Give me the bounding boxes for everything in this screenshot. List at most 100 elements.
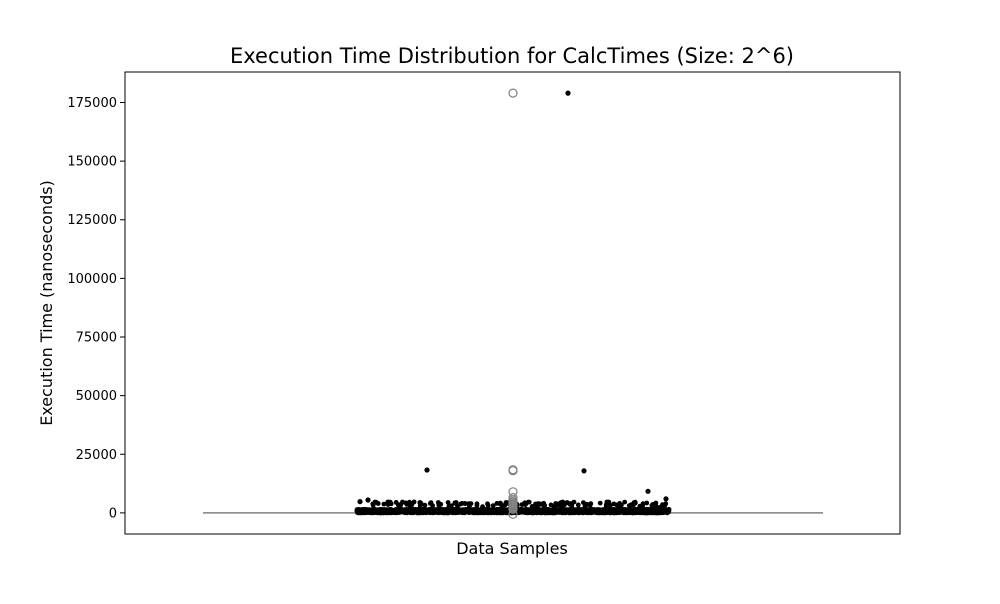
strip-point-outlier — [466, 501, 472, 506]
strip-point — [433, 510, 438, 515]
strip-point-outlier — [653, 500, 659, 506]
strip-point-outlier — [445, 500, 451, 505]
strip-point-outlier — [436, 501, 442, 507]
strip-point-outlier — [628, 502, 634, 508]
strip-point-outlier — [575, 502, 581, 508]
strip-point-outlier — [588, 501, 594, 506]
strip-point — [648, 509, 654, 515]
strip-point-outlier — [490, 503, 496, 508]
strip-point-outlier — [604, 502, 609, 507]
strip-point-outlier — [446, 504, 452, 509]
strip-point-outlier — [411, 499, 417, 505]
strip-point-outlier — [622, 499, 628, 505]
strip-point — [395, 508, 400, 514]
strip-point — [429, 507, 434, 513]
strip-point — [356, 510, 362, 515]
strip-point-outlier — [474, 503, 480, 508]
strip-point — [609, 507, 614, 513]
strip-point — [373, 509, 379, 514]
strip-point-outlier — [458, 501, 463, 507]
chart-title: Execution Time Distribution for CalcTime… — [230, 44, 794, 68]
box-outlier-marker — [508, 466, 518, 476]
y-tick-label: 50000 — [76, 389, 117, 404]
strip-point — [605, 509, 610, 515]
y-tick-label: 75000 — [76, 331, 117, 346]
box-outlier-marker — [508, 88, 518, 98]
strip-point — [542, 508, 548, 514]
strip-point-outlier — [385, 502, 391, 507]
strip-point-outlier — [581, 468, 587, 474]
strip-point — [586, 508, 592, 513]
strip-point — [619, 507, 625, 513]
strip-point-outlier — [645, 488, 651, 494]
strip-point-outlier — [663, 496, 669, 502]
strip-point — [629, 508, 635, 514]
strip-point — [616, 509, 622, 515]
strip-point-outlier — [597, 500, 603, 506]
strip-point — [503, 508, 509, 514]
strip-point — [442, 507, 448, 513]
strip-point-outlier — [571, 499, 577, 505]
strip-point-outlier — [529, 504, 535, 509]
strip-point — [493, 509, 499, 515]
strip-point — [382, 507, 388, 513]
strip-point — [407, 509, 413, 515]
strip-point-outlier — [480, 504, 485, 510]
y-axis-label: Execution Time (nanoseconds) — [37, 180, 56, 426]
y-tick-label: 150000 — [67, 155, 117, 170]
box-outlier-marker — [508, 504, 518, 514]
strip-points-cluster — [354, 507, 672, 516]
plot-area — [203, 88, 823, 519]
strip-point-outlier — [534, 504, 540, 510]
strip-point — [456, 509, 462, 514]
y-axis: 0 25000 50000 75000 100000 125000 150000 175000 — [67, 96, 125, 521]
strip-point — [460, 508, 466, 514]
strip-point — [445, 510, 451, 516]
box-outliers — [508, 88, 518, 519]
strip-point-outlier — [522, 500, 528, 506]
strip-point — [573, 509, 579, 515]
y-tick-label: 25000 — [76, 448, 117, 463]
strip-point-outlier — [542, 503, 548, 508]
strip-point — [559, 508, 565, 514]
y-tick-label: 100000 — [67, 272, 117, 287]
strip-point-outlier — [653, 504, 659, 509]
strip-point — [424, 507, 430, 513]
strip-points-notable — [357, 90, 669, 510]
strip-point — [524, 507, 530, 513]
plot-frame — [124, 71, 901, 535]
strip-point — [565, 509, 570, 515]
strip-point — [593, 508, 598, 514]
strip-point-outlier — [424, 467, 430, 473]
strip-point — [662, 508, 668, 514]
strip-point — [652, 510, 658, 516]
strip-point-outlier — [397, 503, 403, 509]
strip-point — [390, 508, 395, 514]
strip-point-outlier — [565, 90, 571, 96]
strip-point-outlier — [375, 501, 381, 506]
strip-point-outlier — [418, 500, 424, 506]
strip-point — [637, 507, 642, 513]
strip-point-outlier — [583, 503, 588, 509]
y-tick-label: 0 — [109, 506, 117, 521]
strip-point — [481, 510, 486, 516]
strip-point-outlier — [611, 501, 617, 507]
strip-point — [520, 508, 526, 513]
strip-point-outlier — [357, 499, 363, 505]
strip-point-outlier — [408, 504, 414, 510]
strip-point-outlier — [462, 501, 467, 506]
strip-point-outlier — [558, 504, 564, 510]
strip-point-outlier — [619, 502, 624, 508]
strip-point-outlier — [381, 501, 387, 507]
y-tick-label: 175000 — [67, 96, 117, 111]
strip-point — [537, 509, 543, 515]
strip-point-outlier — [422, 502, 428, 508]
strip-point — [581, 509, 586, 515]
strip-point-outlier — [661, 503, 666, 509]
strip-point-outlier — [365, 497, 371, 503]
strip-point-outlier — [567, 501, 572, 507]
strip-point-outlier — [640, 501, 646, 507]
